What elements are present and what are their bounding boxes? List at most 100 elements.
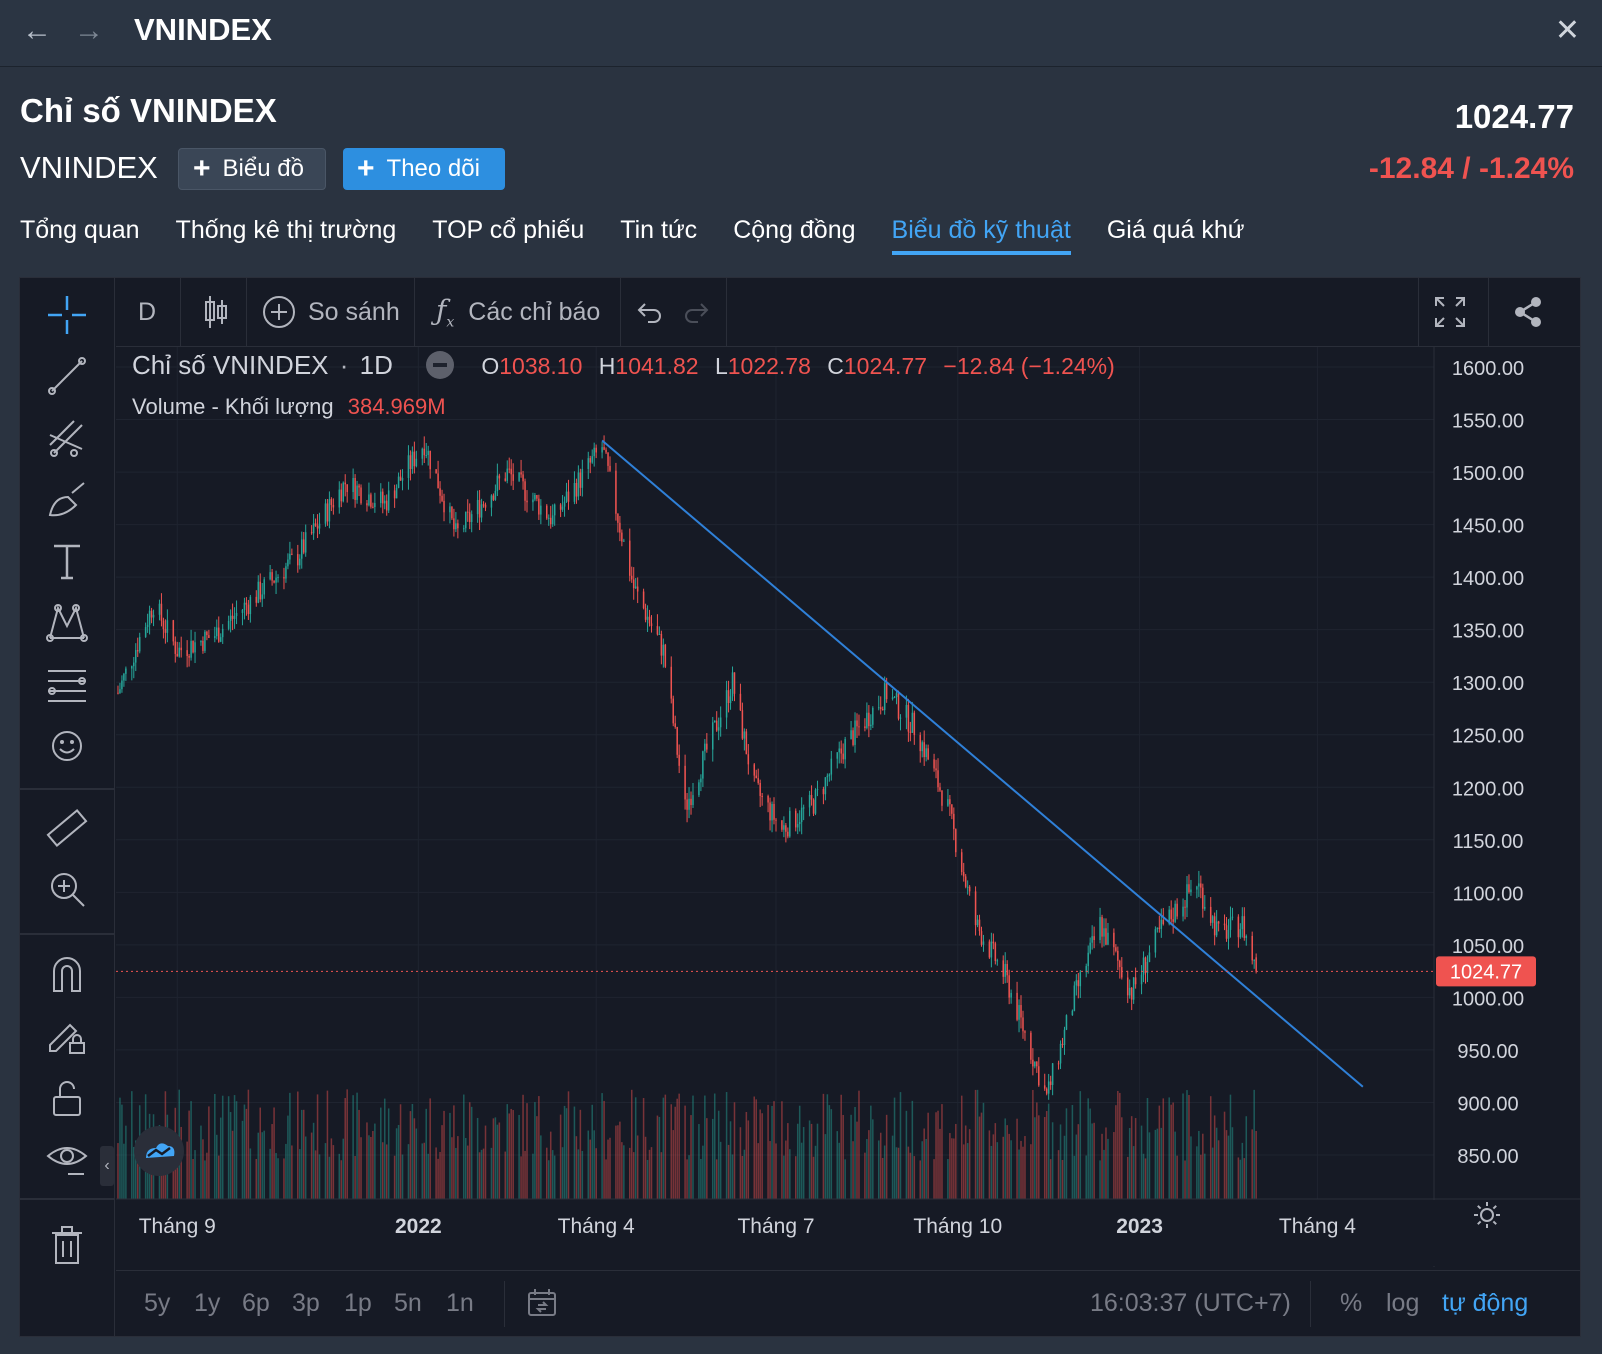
- price-chart[interactable]: 1600.00 1550.00 1500.00 1450.00 1400.00 1350.…: [116, 347, 1580, 1269]
- candle-body: [172, 620, 175, 642]
- volume-bar: [629, 1147, 631, 1199]
- trend-line-icon[interactable]: [44, 353, 90, 399]
- legend-c-label: C: [827, 353, 844, 379]
- range-1n[interactable]: 1n: [446, 1289, 474, 1317]
- log-toggle[interactable]: log: [1386, 1289, 1420, 1317]
- candle-body: [520, 472, 522, 475]
- volume-bar: [688, 1155, 690, 1199]
- fullscreen-icon[interactable]: [1434, 278, 1466, 346]
- tradingview-logo[interactable]: [134, 1126, 184, 1176]
- undo-icon[interactable]: [636, 278, 664, 346]
- forward-arrow-icon[interactable]: →: [74, 14, 104, 47]
- trash-icon[interactable]: [44, 1223, 90, 1269]
- range-1p[interactable]: 1p: [344, 1289, 372, 1317]
- volume-bar: [1038, 1115, 1040, 1199]
- tab-top-stocks[interactable]: TOP cổ phiếu: [432, 216, 585, 244]
- candle-body: [526, 500, 528, 503]
- candle-body: [577, 472, 580, 497]
- lock-drawing-icon[interactable]: [44, 1013, 90, 1059]
- volume-bar: [464, 1138, 467, 1199]
- zoom-in-icon[interactable]: [44, 866, 90, 912]
- share-icon[interactable]: [1512, 278, 1544, 346]
- volume-bar: [1022, 1146, 1024, 1199]
- candle-body: [731, 672, 734, 697]
- candle-body: [856, 720, 858, 727]
- add-chart-button[interactable]: + Biểu đồ: [178, 148, 326, 190]
- redo-icon[interactable]: [682, 278, 710, 346]
- candle-body: [449, 506, 451, 513]
- volume-bar: [324, 1143, 327, 1199]
- emoji-icon[interactable]: [44, 723, 90, 769]
- tab-overview[interactable]: Tổng quan: [20, 216, 140, 244]
- prediction-icon[interactable]: [44, 661, 90, 707]
- toolbar-separator: [1488, 278, 1489, 346]
- tab-market-stats[interactable]: Thống kê thị trường: [175, 216, 397, 244]
- chart-legend: Chỉ số VNINDEX · 1D O1038.10 H1041.82 L1…: [132, 350, 1115, 381]
- candle-body: [796, 824, 799, 828]
- volume-bar: [1016, 1118, 1018, 1199]
- indicators-button[interactable]: ƒx Các chỉ báo: [436, 278, 600, 346]
- volume-bar: [283, 1158, 285, 1199]
- crosshair-icon[interactable]: [44, 292, 90, 338]
- ruler-icon[interactable]: [44, 805, 90, 851]
- volume-bar: [1101, 1133, 1103, 1199]
- candle-body: [798, 822, 801, 825]
- volume-bar: [134, 1140, 137, 1199]
- fib-retracement-icon[interactable]: [44, 415, 90, 461]
- volume-bar: [731, 1154, 734, 1199]
- candle-body: [283, 577, 285, 579]
- hide-series-icon[interactable]: [426, 351, 455, 380]
- tab-community[interactable]: Cộng đồng: [733, 216, 856, 244]
- cloud-chart-icon: [146, 1143, 175, 1158]
- candle-body: [891, 697, 894, 700]
- auto-scale-toggle[interactable]: tự động: [1442, 1289, 1529, 1317]
- tab-technical-chart[interactable]: Biểu đồ kỹ thuật: [891, 216, 1072, 255]
- tab-news[interactable]: Tin tức: [620, 216, 698, 244]
- percent-toggle[interactable]: %: [1340, 1289, 1363, 1317]
- calendar-goto-icon[interactable]: [526, 1287, 558, 1324]
- compare-button[interactable]: So sánh: [262, 278, 400, 346]
- candle-body: [794, 810, 797, 828]
- eye-icon[interactable]: [44, 1136, 90, 1182]
- candle-body: [864, 726, 866, 729]
- volume-bar: [249, 1148, 252, 1199]
- volume-bar: [684, 1105, 686, 1199]
- follow-button[interactable]: + Theo dõi: [343, 148, 505, 190]
- collapse-toolbar-icon[interactable]: ‹: [100, 1146, 114, 1186]
- candle-body: [773, 804, 775, 820]
- volume-bar: [399, 1104, 402, 1199]
- volume-bar: [117, 1143, 119, 1199]
- pattern-icon[interactable]: [44, 600, 90, 646]
- back-arrow-icon[interactable]: ←: [22, 14, 52, 47]
- candle-body: [131, 666, 133, 669]
- settings-gear-icon[interactable]: [1472, 1200, 1502, 1235]
- text-tool-icon[interactable]: [44, 538, 90, 584]
- brush-icon[interactable]: [44, 477, 90, 523]
- candle-type-icon[interactable]: [202, 278, 230, 346]
- candle-body: [1243, 916, 1246, 939]
- price-tick-label: 1200.00: [1452, 778, 1524, 800]
- candle-body: [978, 919, 981, 932]
- candle-body: [344, 482, 346, 485]
- volume-bar: [214, 1093, 216, 1199]
- volume-bar: [1008, 1133, 1010, 1199]
- candle-body: [587, 458, 590, 469]
- candle-body: [962, 872, 965, 877]
- range-3p[interactable]: 3p: [292, 1289, 320, 1317]
- candle-body: [275, 577, 277, 583]
- candle-body: [332, 504, 335, 508]
- range-5n[interactable]: 5n: [394, 1289, 422, 1317]
- magnet-icon[interactable]: [44, 951, 90, 997]
- tab-price-history[interactable]: Giá quá khứ: [1106, 216, 1245, 244]
- volume-bar: [455, 1147, 457, 1199]
- range-6p[interactable]: 6p: [242, 1289, 270, 1317]
- candle-body: [202, 640, 204, 651]
- close-icon[interactable]: ✕: [1554, 14, 1580, 47]
- unlock-icon[interactable]: [44, 1075, 90, 1121]
- range-5y[interactable]: 5y: [144, 1289, 171, 1317]
- candle-body: [1002, 960, 1004, 977]
- range-1y[interactable]: 1y: [194, 1289, 221, 1317]
- interval-selector[interactable]: D: [138, 297, 157, 326]
- candle-body: [1087, 952, 1089, 967]
- volume-bar: [1087, 1098, 1089, 1199]
